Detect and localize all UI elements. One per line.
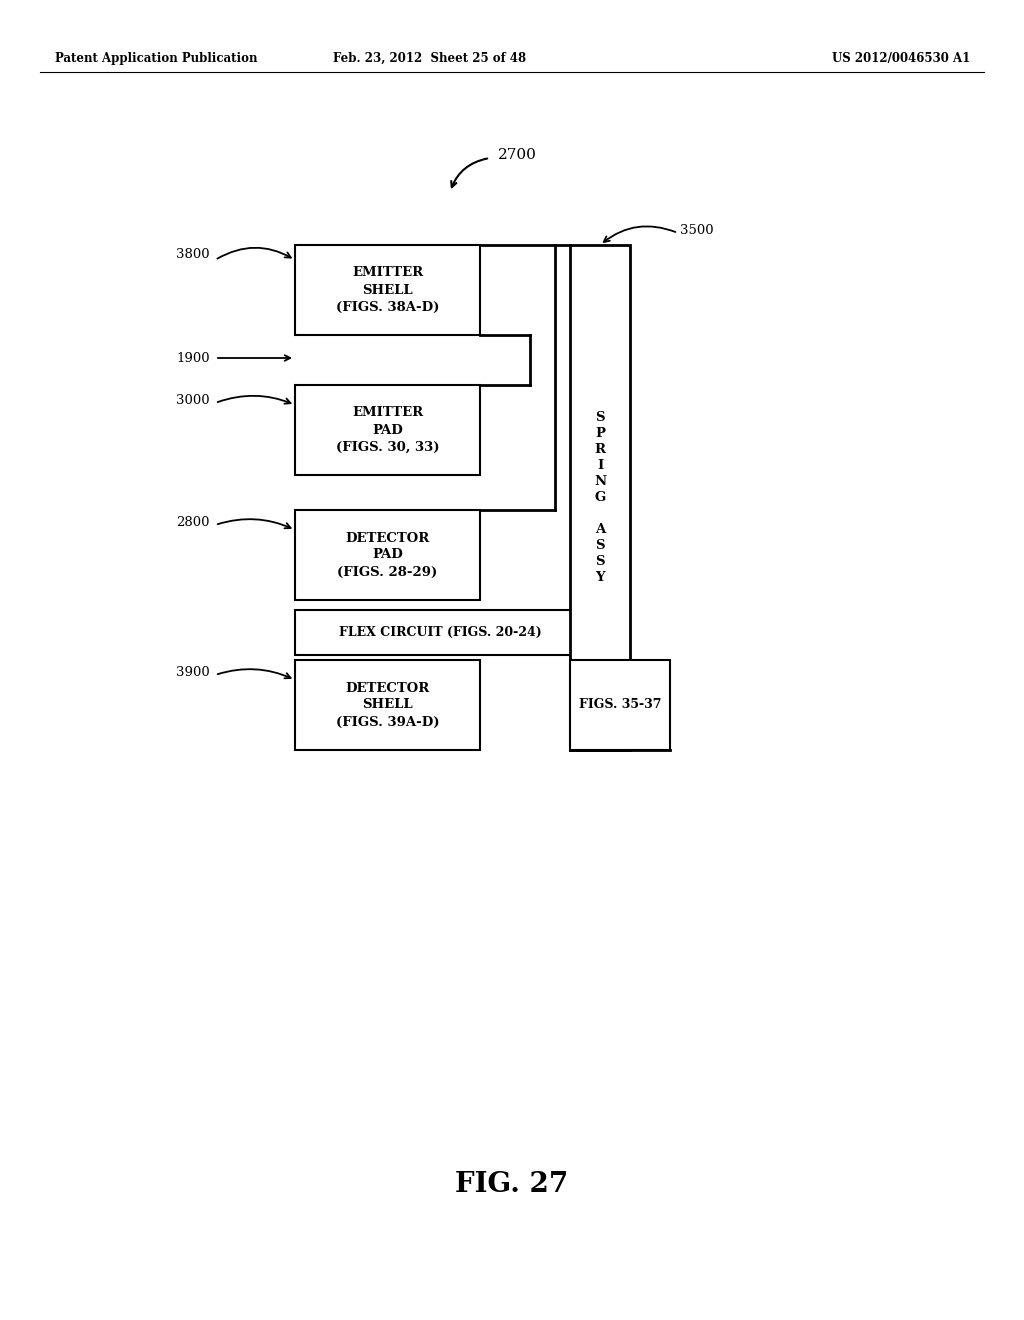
Text: 2800: 2800: [176, 516, 210, 528]
Text: DETECTOR
PAD
(FIGS. 28-29): DETECTOR PAD (FIGS. 28-29): [337, 532, 437, 578]
Text: 2700: 2700: [498, 148, 537, 162]
Bar: [295, 246, 480, 335]
Bar: [570, 660, 670, 750]
Bar: [295, 510, 480, 601]
Text: FLEX CIRCUIT (FIGS. 20-24): FLEX CIRCUIT (FIGS. 20-24): [339, 626, 542, 639]
Text: 3500: 3500: [680, 223, 714, 236]
Bar: [295, 610, 585, 655]
Text: 3000: 3000: [176, 393, 210, 407]
Text: DETECTOR
SHELL
(FIGS. 39A-D): DETECTOR SHELL (FIGS. 39A-D): [336, 681, 439, 729]
Text: 1900: 1900: [176, 351, 210, 364]
Text: FIG. 27: FIG. 27: [456, 1172, 568, 1199]
Bar: [295, 385, 480, 475]
Text: EMITTER
SHELL
(FIGS. 38A-D): EMITTER SHELL (FIGS. 38A-D): [336, 267, 439, 314]
Text: 3900: 3900: [176, 665, 210, 678]
Text: Patent Application Publication: Patent Application Publication: [55, 51, 257, 65]
Text: 3800: 3800: [176, 248, 210, 261]
Text: US 2012/0046530 A1: US 2012/0046530 A1: [831, 51, 970, 65]
Text: FIGS. 35-37: FIGS. 35-37: [579, 698, 662, 711]
Text: EMITTER
PAD
(FIGS. 30, 33): EMITTER PAD (FIGS. 30, 33): [336, 407, 439, 454]
Bar: [570, 246, 630, 750]
Text: S
P
R
I
N
G
 
A
S
S
Y: S P R I N G A S S Y: [594, 411, 606, 583]
Bar: [295, 660, 480, 750]
Text: Feb. 23, 2012  Sheet 25 of 48: Feb. 23, 2012 Sheet 25 of 48: [334, 51, 526, 65]
